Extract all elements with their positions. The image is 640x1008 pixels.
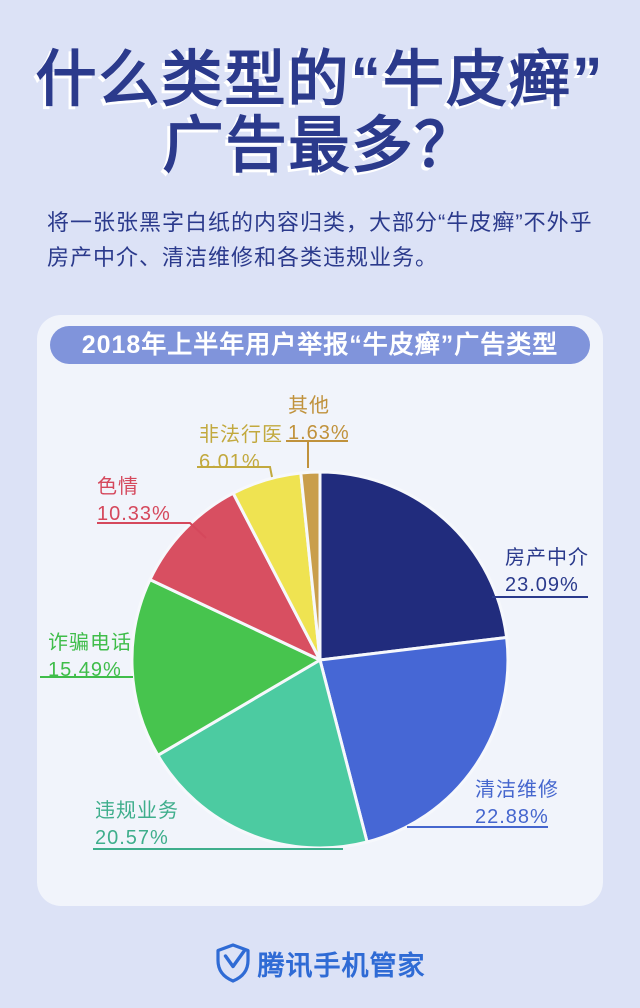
page-title: 什么类型的“牛皮癣” 广告最多？	[0, 46, 640, 178]
pie-label-name: 非法行医	[199, 424, 283, 446]
pie-label-percent: 20.57%	[95, 827, 169, 849]
pie-label-weiguiyewu: 违规业务 20.57%	[95, 799, 179, 851]
pie-label-feifaxingyi: 非法行医 6.01%	[199, 423, 283, 475]
pie-label-name: 房产中介	[505, 547, 589, 569]
pie-label-seqing: 色情 10.33%	[97, 475, 171, 527]
chart-title-banner: 2018年上半年用户举报“牛皮癣”广告类型	[50, 326, 590, 364]
pie-label-percent: 22.88%	[475, 806, 549, 828]
pie-label-percent: 23.09%	[505, 574, 579, 596]
page-title-line2: 广告最多？	[162, 111, 478, 179]
pie-label-percent: 6.01%	[199, 451, 261, 473]
pie-label-fangchanzhongjie: 房产中介 23.09%	[505, 546, 589, 598]
pie-label-percent: 1.63%	[288, 422, 350, 444]
pie-label-qita: 其他 1.63%	[288, 394, 350, 446]
pie-label-zhapiandianhua: 诈骗电话 15.49%	[48, 631, 132, 683]
pie-label-name: 清洁维修	[475, 779, 559, 801]
brand-footer: 腾讯手机管家	[0, 940, 640, 986]
pie-label-qingjieweixiu: 清洁维修 22.88%	[475, 778, 559, 830]
pie-label-name: 违规业务	[95, 800, 179, 822]
pie-label-name: 诈骗电话	[48, 632, 132, 654]
pie-label-name: 其他	[288, 395, 330, 417]
brand-name: 腾讯手机管家	[257, 950, 426, 981]
pie-label-percent: 10.33%	[97, 503, 171, 525]
pie-label-percent: 15.49%	[48, 659, 122, 681]
intro-paragraph: 将一张张黑字白纸的内容归类，大部分“牛皮癣”不外乎房产中介、清洁维修和各类违规业…	[47, 210, 593, 270]
pie-label-name: 色情	[97, 476, 139, 498]
shield-check-icon	[215, 943, 250, 983]
page-title-line1: 什么类型的“牛皮癣”	[35, 45, 605, 113]
